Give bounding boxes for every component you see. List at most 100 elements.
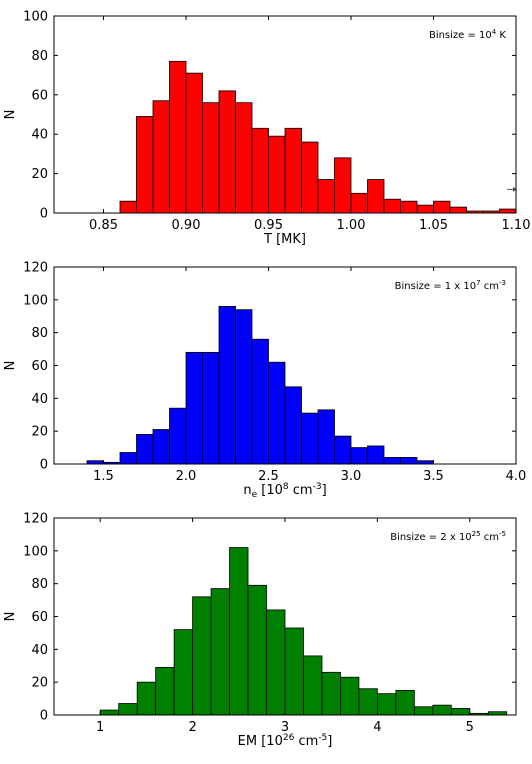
bar bbox=[334, 435, 352, 464]
bar bbox=[340, 676, 360, 715]
x-tick-label: 2 bbox=[188, 720, 196, 735]
bars bbox=[86, 305, 434, 464]
binsize-annotation: Binsize = 1 x 107 cm-3 bbox=[395, 279, 506, 292]
bar bbox=[235, 309, 253, 464]
y-tick-label: 60 bbox=[31, 359, 48, 374]
bar bbox=[169, 60, 187, 213]
bar bbox=[202, 351, 220, 464]
bar bbox=[99, 709, 120, 715]
y-tick-label: 120 bbox=[23, 512, 48, 527]
x-tick-label: 4 bbox=[373, 720, 381, 735]
bar bbox=[303, 655, 323, 715]
y-axis-label: N bbox=[3, 361, 18, 371]
bar bbox=[284, 627, 304, 715]
y-tick-label: 0 bbox=[40, 709, 48, 724]
bar bbox=[268, 361, 286, 464]
y-tick-label: 80 bbox=[31, 577, 48, 592]
bar bbox=[433, 200, 451, 213]
y-tick-label: 100 bbox=[23, 10, 48, 25]
y-tick-label: 0 bbox=[40, 207, 48, 222]
bar bbox=[376, 693, 397, 715]
bar bbox=[169, 407, 187, 464]
y-axis-label: N bbox=[3, 612, 18, 622]
bar bbox=[173, 629, 193, 715]
bar bbox=[400, 200, 418, 213]
y-tick-label: 80 bbox=[31, 326, 48, 341]
bar bbox=[136, 681, 157, 715]
bar bbox=[229, 547, 249, 715]
bar bbox=[251, 338, 269, 464]
bar bbox=[218, 305, 236, 464]
bar bbox=[266, 609, 286, 715]
bars bbox=[99, 547, 508, 715]
overflow-arrow-head bbox=[513, 186, 517, 192]
x-tick-label: 2.0 bbox=[176, 469, 197, 484]
x-tick-label: 1.05 bbox=[419, 218, 448, 233]
bar bbox=[218, 90, 236, 213]
bar bbox=[321, 671, 341, 715]
bar bbox=[487, 711, 508, 715]
bar bbox=[185, 351, 203, 464]
y-tick-label: 20 bbox=[31, 425, 48, 440]
bar bbox=[192, 596, 212, 715]
bar bbox=[400, 457, 418, 464]
bar bbox=[350, 192, 368, 213]
chart-panel-2: 1.5 2.0 2.5 3.0 3.5 4.0 0 20 40 60 80 100 120 Nne [10… bbox=[3, 261, 526, 501]
x-tick-label: 2.5 bbox=[258, 469, 279, 484]
bar bbox=[152, 100, 170, 213]
chart-panel-3: 1 2 3 4 5 0 20 40 60 80 100 120 N EM [1026 cm-5] Binsi… bbox=[3, 512, 517, 749]
bar bbox=[367, 445, 385, 464]
y-tick-label: 60 bbox=[31, 610, 48, 625]
x-tick-label: 1.10 bbox=[502, 218, 531, 233]
bar bbox=[301, 141, 319, 213]
y-tick-label: 80 bbox=[31, 49, 48, 64]
y-tick-label: 60 bbox=[31, 88, 48, 103]
binsize-annotation: Binsize = 2 x 1025 cm-5 bbox=[390, 530, 506, 543]
y-tick-label: 40 bbox=[31, 643, 48, 658]
bar bbox=[247, 584, 267, 715]
y-tick-label: 40 bbox=[31, 392, 48, 407]
x-tick-label: 3.5 bbox=[423, 469, 444, 484]
y-tick-label: 100 bbox=[23, 293, 48, 308]
bar bbox=[155, 666, 175, 715]
x-tick-label: 0.85 bbox=[89, 218, 118, 233]
bar bbox=[449, 206, 467, 213]
bar bbox=[136, 116, 154, 213]
y-tick-label: 100 bbox=[23, 544, 48, 559]
bar bbox=[350, 447, 368, 464]
bar bbox=[383, 198, 401, 213]
y-tick-label: 40 bbox=[31, 128, 48, 143]
bar bbox=[251, 127, 269, 213]
y-tick-label: 20 bbox=[31, 676, 48, 691]
bar bbox=[334, 157, 352, 213]
bar bbox=[136, 434, 154, 464]
x-tick-label: 5 bbox=[466, 720, 474, 735]
bar bbox=[118, 703, 138, 715]
bar bbox=[367, 179, 385, 213]
bar bbox=[395, 689, 415, 715]
bar bbox=[499, 208, 516, 213]
bar bbox=[284, 127, 302, 213]
bar bbox=[413, 706, 434, 715]
bar bbox=[432, 704, 452, 715]
x-tick-label: 3.0 bbox=[341, 469, 362, 484]
bar bbox=[235, 102, 253, 213]
y-tick-label: 120 bbox=[23, 261, 48, 276]
chart-panel-1: 0.85 0.90 0.95 1.00 1.05 1.10 0 20 40 60 80 100 N T [… bbox=[3, 10, 531, 248]
bar bbox=[119, 200, 137, 213]
y-tick-label: 0 bbox=[40, 458, 48, 473]
bars bbox=[119, 60, 516, 213]
bar bbox=[284, 386, 302, 464]
bar bbox=[210, 588, 230, 715]
y-axis-label: N bbox=[3, 110, 18, 120]
binsize-annotation: Binsize = 104 K bbox=[429, 28, 506, 41]
bar bbox=[383, 457, 401, 464]
bar bbox=[358, 688, 378, 715]
bar bbox=[152, 429, 170, 464]
y-tick-label: 20 bbox=[31, 167, 48, 182]
x-axis-label: EM [1026 cm-5] bbox=[238, 733, 333, 749]
axes-frame bbox=[53, 15, 517, 214]
x-tick-label: 1 bbox=[96, 720, 104, 735]
bar bbox=[185, 72, 203, 213]
